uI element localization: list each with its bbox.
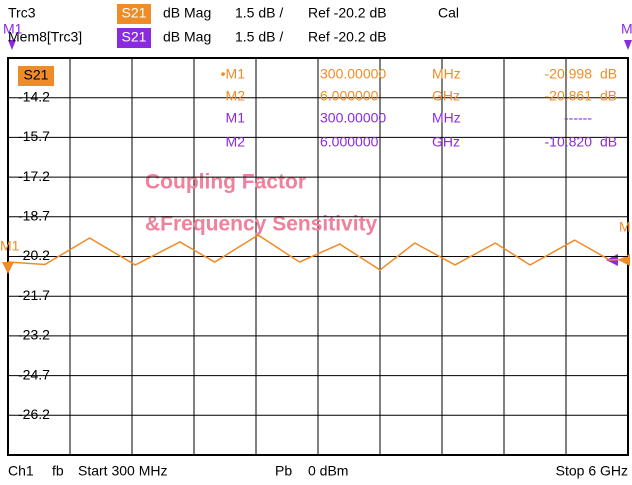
annotation: &Frequency Sensitivity (145, 213, 378, 236)
footer-text: Pb (275, 463, 292, 479)
footer-text: fb (52, 463, 64, 479)
trace-line (7, 234, 629, 271)
header-text: dB Mag (163, 29, 211, 45)
y-tick-label: -20.2 (18, 247, 50, 263)
marker-readout: -10.820 (545, 134, 593, 150)
trace-label: S21 (24, 67, 49, 83)
marker-readout: GHz (432, 88, 460, 104)
marker-readout: dB (600, 66, 617, 82)
marker-flag: M1 (3, 21, 23, 37)
y-tick-label: -18.7 (18, 208, 50, 224)
marker-flag: M (619, 219, 631, 235)
marker-flag: M1 (0, 238, 20, 254)
marker-readout: dB (600, 88, 617, 104)
marker-readout: 6.000000 (320, 134, 379, 150)
memory-badge (117, 28, 151, 48)
header-text: Ref -20.2 dB (308, 5, 387, 21)
marker-readout: -20.998 (545, 66, 593, 82)
y-tick-label: -23.2 (18, 327, 50, 343)
marker-readout: MHz (432, 110, 461, 126)
marker-readout: 6.000000 (320, 88, 379, 104)
trace-badge (117, 4, 151, 24)
header-text: Ref -20.2 dB (308, 29, 387, 45)
trace-label-badge (18, 66, 54, 86)
footer-text: Stop 6 GHz (556, 463, 628, 479)
marker-readout: M1 (226, 110, 246, 126)
y-tick-label: -14.2 (18, 88, 50, 104)
header-text: Cal (438, 5, 459, 21)
footer-text: Ch1 (8, 463, 34, 479)
marker-readout: 300.00000 (320, 110, 386, 126)
header-text: 1.5 dB / (235, 29, 283, 45)
y-tick-label: -21.7 (18, 287, 50, 303)
trace-name: Trc3 (8, 5, 36, 21)
marker-readout: M2 (226, 88, 246, 104)
header-text: S21 (122, 29, 147, 45)
marker-triangle (624, 40, 632, 50)
marker-triangle (2, 262, 14, 274)
marker-flag: M (621, 21, 632, 37)
marker-readout: dB (600, 134, 617, 150)
header-text: S21 (122, 5, 147, 21)
marker-readout: 300.00000 (320, 66, 386, 82)
marker-readout: •M1 (221, 66, 246, 82)
footer-text: Start 300 MHz (78, 463, 167, 479)
header-text: 1.5 dB / (235, 5, 283, 21)
marker-readout: MHz (432, 66, 461, 82)
footer-text: 0 dBm (308, 463, 348, 479)
marker-readout: -20.861 (545, 88, 593, 104)
y-tick-label: -15.7 (18, 128, 50, 144)
y-tick-label: -17.2 (18, 168, 50, 184)
annotation: Coupling Factor (145, 171, 306, 194)
header-text: dB Mag (163, 5, 211, 21)
marker-readout: ------ (564, 110, 592, 126)
marker-readout: GHz (432, 134, 460, 150)
marker-readout: M2 (226, 134, 246, 150)
header-text: Mem8[Trc3] (8, 29, 82, 45)
marker-triangle (8, 40, 16, 50)
y-tick-label: -26.2 (18, 406, 50, 422)
y-tick-label: -24.7 (18, 366, 50, 382)
